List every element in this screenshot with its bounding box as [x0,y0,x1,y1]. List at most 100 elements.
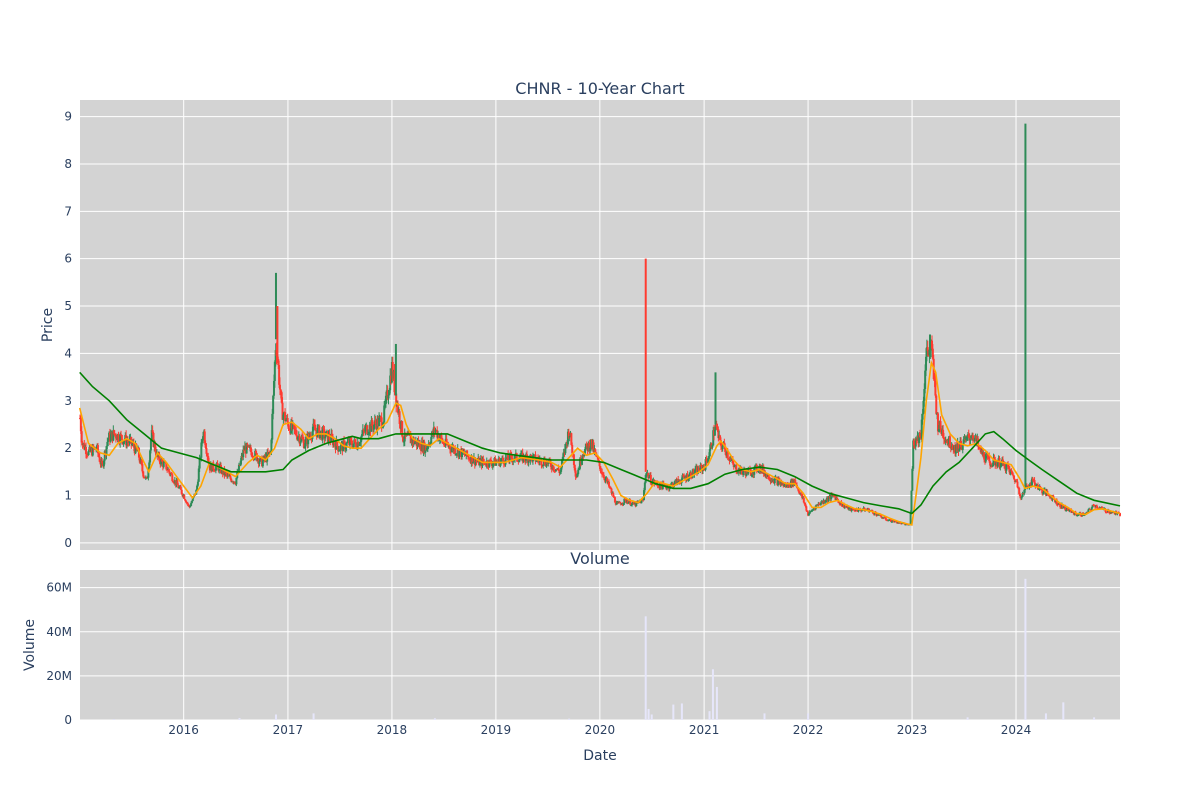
candle-body [1119,513,1121,516]
candle-body [567,431,570,438]
candle-body [189,505,192,507]
price-tick-label: 0 [64,536,72,550]
candle-body [386,390,389,399]
candle-body [576,474,579,478]
volume-bar [966,717,969,720]
candle-body [589,447,592,452]
candle-body [276,355,279,360]
volume-bar [708,711,711,720]
candle-body [778,479,781,485]
candle-body [109,434,112,442]
candle-body [142,471,145,477]
candle-body [131,443,134,445]
candle-body [337,446,340,452]
candle-body [937,429,940,432]
candle-body [213,469,216,471]
volume-bar [312,713,315,720]
candle-body [707,456,710,459]
candle-body [584,443,587,449]
candle-body [692,469,695,475]
candle-body [610,488,613,494]
candle-body [1064,506,1067,511]
candle-body [999,466,1002,468]
candle-body [237,464,240,472]
x-tick-label: 2019 [481,723,512,737]
candle-body [288,428,291,430]
candle-body [540,458,543,466]
candle-body [773,478,776,484]
candle-body [314,429,317,432]
candle-body [1012,474,1015,476]
volume-bar [711,669,714,720]
candle-body [358,443,361,446]
candle-body [84,447,87,455]
candle-body [961,445,964,450]
candle-body [833,495,836,497]
candle-body [609,487,612,489]
candle-body [258,461,261,464]
candle-body [122,441,125,444]
candle-body [240,455,243,461]
candle-body [570,433,573,445]
candle-body [380,417,383,428]
candle-body [1080,515,1083,517]
candle-body [767,474,770,480]
candle-body [278,384,281,390]
candle-body [677,478,680,482]
candle-body [1062,507,1065,509]
candle-body [516,460,519,462]
candle-body [621,503,624,505]
candle-body [681,475,684,480]
candle-body [721,445,724,450]
candle-body [466,455,469,457]
candle-body [627,502,630,504]
candle-body [364,426,367,432]
chart-title: CHNR - 10-Year Chart [515,79,684,98]
candle-body [819,504,822,506]
candle-body [697,467,700,471]
candle-body [1033,480,1036,484]
candle-body [970,438,973,440]
candle-body [890,521,893,523]
candle-body [184,499,187,501]
candle-body [79,418,82,432]
candle-body [568,436,571,438]
candle-body [388,390,391,396]
price-tick-label: 4 [64,346,72,360]
candle-body [847,505,850,510]
candle-body [607,481,610,487]
candle-body [754,465,757,468]
candle-body [359,442,362,444]
candle-body [655,481,658,484]
candle-body [355,442,358,448]
candle-body [632,502,635,505]
candle-body [152,432,155,447]
candle-body [987,456,990,458]
candle-body [921,413,924,420]
candle-body [564,444,567,454]
candle-body [190,503,193,506]
candle-body [458,451,461,457]
candle-body [873,512,876,515]
candle-body [302,439,305,449]
x-tick-label: 2016 [168,723,199,737]
candle-body [311,431,314,439]
candle-body [840,501,843,506]
candle-body [803,502,806,505]
candle-body [328,434,331,440]
x-tick-label: 2018 [377,723,408,737]
candle-body [939,421,942,430]
volume-bar [1044,713,1047,720]
candle-body [676,478,679,485]
candle-body [694,468,697,473]
candle-body [443,445,446,447]
candle-body [1059,503,1062,508]
price-tick-label: 9 [64,110,72,124]
candle-body [426,447,429,449]
candle-body [580,460,583,464]
candle-body [300,437,303,442]
candle-body [302,438,305,440]
candle-body [298,436,301,444]
candle-body [214,470,217,472]
candle-body [1106,512,1109,514]
